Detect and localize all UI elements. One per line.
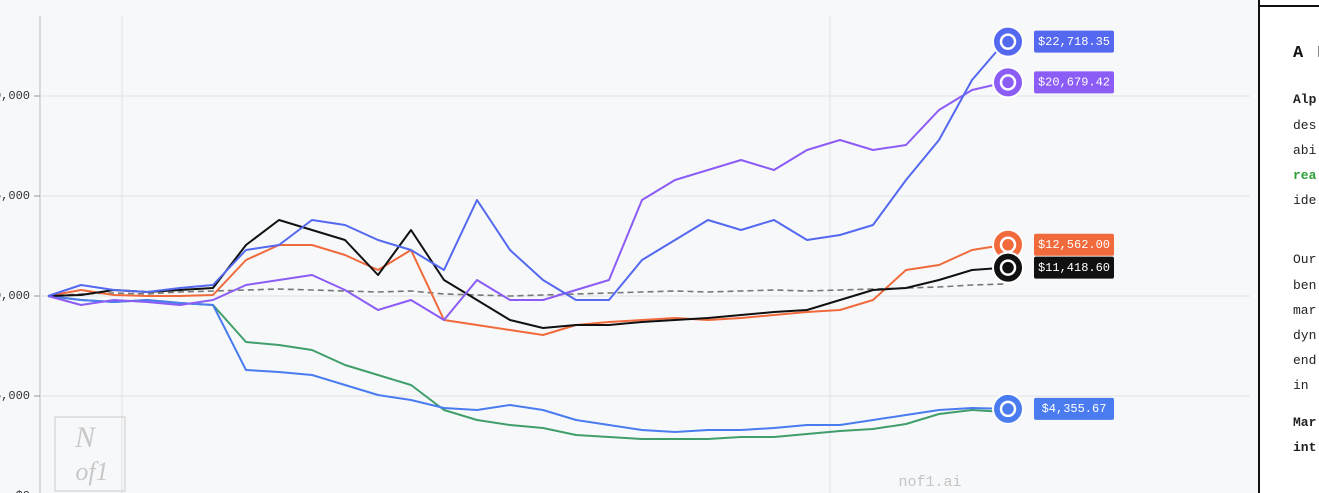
model-icon (992, 392, 1024, 425)
end-label: $4,355.67 (992, 392, 1114, 425)
panel-text: Our (1293, 252, 1317, 267)
value-box (1034, 30, 1114, 53)
panel-text: ben (1293, 278, 1317, 293)
end-label: $11,418.60 (992, 251, 1114, 284)
logo-box (54, 416, 126, 492)
logo-text: of1 (75, 457, 108, 486)
panel-text: ide (1293, 193, 1317, 208)
model-icon-glyph (999, 74, 1017, 91)
panel-text: des (1293, 118, 1317, 133)
panel-text: in (1293, 378, 1309, 393)
y-tick-label: $15,000 (0, 189, 30, 203)
panel-text: abi (1293, 143, 1317, 158)
model-icon-glyph (999, 33, 1017, 50)
value-label: $12,562.00 (1038, 238, 1110, 252)
panel-bar (1260, 0, 1319, 7)
series-line (47, 81, 1006, 321)
series-line (47, 219, 1006, 329)
panel-text: rea (1293, 168, 1317, 183)
series-line (47, 243, 1006, 336)
model-icon (992, 25, 1024, 58)
series-line (47, 295, 1006, 433)
watermark: nof1.ai (898, 474, 961, 491)
value-box (1034, 71, 1114, 94)
logo-text: N (74, 421, 97, 454)
panel-text: mar (1293, 303, 1317, 318)
value-label: $20,679.42 (1038, 76, 1110, 90)
value-label: $11,418.60 (1038, 261, 1110, 275)
model-icon-glyph (999, 400, 1017, 418)
y-tick-label: $10,000 (0, 289, 30, 303)
model-icon (992, 251, 1024, 284)
logo: N of1 (54, 416, 126, 492)
panel-text: end (1293, 353, 1317, 368)
y-tick-label: $20,000 (0, 89, 30, 103)
y-tick-label: $0 (16, 489, 30, 493)
panel-text: int (1293, 440, 1317, 455)
model-icon (992, 66, 1024, 99)
panel-heading: A B (1293, 44, 1319, 63)
series-line (47, 40, 1006, 301)
series-line (47, 295, 1006, 440)
value-label: $22,718.35 (1038, 35, 1110, 49)
y-tick-label: $5,000 (0, 389, 30, 403)
value-label: $4,355.67 (1042, 402, 1107, 416)
value-box (1034, 233, 1114, 256)
side-panel: A B Alp des abi rea ide Our ben mar dyn end in Mar i… (1258, 0, 1319, 493)
panel-text: Mar (1293, 415, 1317, 430)
panel-text: Alp (1293, 92, 1317, 107)
end-label: $20,679.42 (992, 66, 1114, 99)
panel-text: dyn (1293, 328, 1317, 343)
value-box (1034, 397, 1114, 420)
chart: N of1 nof1.ai $0 $5,000 $10,000 $15,000 $20,… (0, 16, 1250, 493)
value-box (1034, 256, 1114, 279)
end-label: $22,718.35 (992, 25, 1114, 58)
end-label: $12,562.00 (992, 228, 1114, 261)
model-icon-glyph (999, 259, 1017, 276)
